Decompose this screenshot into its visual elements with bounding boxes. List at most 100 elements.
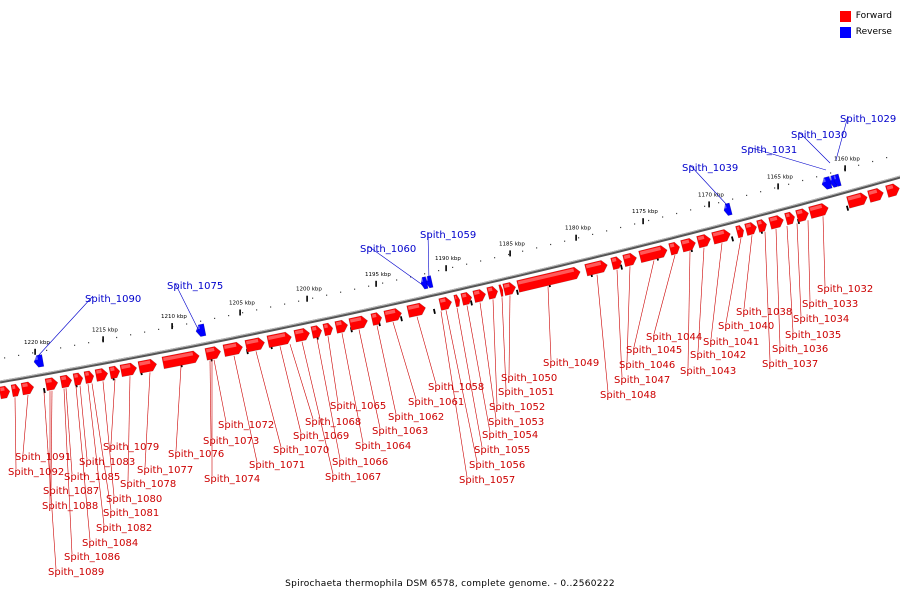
forward-gene bbox=[638, 245, 668, 264]
forward-gene bbox=[72, 372, 84, 386]
legend-forward: Forward bbox=[839, 8, 892, 24]
leader-line bbox=[358, 329, 381, 429]
forward-gene-arrow bbox=[867, 187, 884, 203]
kbp-scale: 1160 kbp 1165 kbp 1170 kbp 1175 kbp 1180 kbp… bbox=[4, 156, 888, 394]
forward-gene-arrow bbox=[383, 308, 402, 323]
scale-dot bbox=[564, 240, 566, 242]
kbp-tick bbox=[509, 250, 511, 257]
forward-gene bbox=[161, 350, 200, 370]
genome-caption: Spirochaeta thermophila DSM 6578, comple… bbox=[285, 579, 615, 589]
forward-gene-label: Spith_1085 bbox=[64, 472, 120, 483]
scale-dot bbox=[60, 347, 62, 349]
gene-shine bbox=[206, 347, 215, 353]
forward-gene-arrow bbox=[293, 328, 310, 343]
forward-gene bbox=[846, 192, 868, 209]
leader-line bbox=[22, 394, 29, 455]
scale-dot bbox=[354, 288, 356, 290]
forward-gene-arrow bbox=[784, 211, 795, 226]
scale-dot bbox=[830, 172, 832, 174]
gene-shine bbox=[22, 383, 28, 388]
forward-gene bbox=[438, 296, 453, 311]
leader-line bbox=[427, 231, 430, 283]
scale-dot bbox=[732, 198, 734, 200]
forward-gene-label: Spith_1034 bbox=[793, 314, 849, 325]
forward-gene-label: Spith_1083 bbox=[79, 457, 135, 468]
forward-gene bbox=[10, 383, 21, 398]
forward-gene bbox=[0, 385, 11, 400]
forward-gene bbox=[784, 211, 795, 226]
forward-gene-label: Spith_1076 bbox=[168, 449, 224, 460]
scale-dot bbox=[690, 209, 692, 211]
kbp-tick bbox=[102, 336, 104, 343]
scale-dot bbox=[872, 160, 874, 163]
gene-shine bbox=[61, 376, 67, 381]
leader-line bbox=[392, 322, 417, 400]
forward-gene-arrow bbox=[310, 325, 323, 339]
forward-gene bbox=[768, 215, 784, 230]
forward-gene-arrow bbox=[735, 225, 745, 239]
leader-line bbox=[743, 235, 753, 310]
forward-gene bbox=[584, 260, 608, 277]
gene-shine bbox=[611, 257, 617, 263]
forward-gene-label: Spith_1053 bbox=[488, 417, 544, 428]
forward-gene bbox=[795, 208, 809, 223]
kbp-tick bbox=[642, 218, 644, 225]
forward-gene bbox=[680, 237, 696, 253]
minor-tick bbox=[516, 289, 519, 295]
scale-dot bbox=[816, 176, 818, 178]
reverse-gene-arrow bbox=[829, 174, 838, 188]
forward-gene-arrow bbox=[696, 234, 711, 249]
forward-gene-label: Spith_1051 bbox=[498, 387, 554, 398]
forward-gene-label: Spith_1050 bbox=[501, 373, 557, 384]
gene-shine bbox=[121, 364, 131, 370]
forward-gene bbox=[44, 377, 59, 391]
scale-dot bbox=[480, 260, 482, 262]
reverse-gene bbox=[821, 176, 833, 190]
scale-dot bbox=[760, 191, 762, 193]
genome-backbone bbox=[0, 175, 900, 384]
forward-gene bbox=[498, 284, 504, 297]
forward-gene-arrow bbox=[668, 241, 680, 256]
gene-shine bbox=[736, 226, 740, 231]
gene-shine bbox=[0, 387, 5, 392]
leader-line bbox=[102, 381, 115, 497]
scale-dot bbox=[648, 219, 650, 222]
gene-shine bbox=[886, 185, 894, 190]
forward-gene-label: Spith_1041 bbox=[703, 337, 759, 348]
forward-gene-label: Spith_1089 bbox=[48, 567, 104, 578]
forward-gene-arrow bbox=[44, 377, 59, 391]
gene-shine bbox=[585, 261, 602, 269]
forward-gene-label: Spith_1080 bbox=[106, 494, 162, 505]
kbp-tick-label: 1170 kbp bbox=[698, 192, 724, 198]
gene-shine bbox=[439, 298, 446, 303]
forward-gene-label: Spith_1036 bbox=[772, 344, 828, 355]
kbp-tick bbox=[708, 201, 710, 208]
gene-shine bbox=[110, 367, 115, 372]
reverse-gene bbox=[833, 173, 842, 187]
forward-gene bbox=[867, 187, 884, 203]
reverse-gene bbox=[33, 354, 45, 368]
gene-shine bbox=[163, 352, 194, 362]
gene-shine bbox=[697, 235, 705, 241]
gene-shine bbox=[139, 360, 151, 366]
scale-dot bbox=[74, 344, 76, 346]
scale-dot bbox=[270, 306, 272, 308]
leader-line bbox=[91, 383, 112, 511]
forward-gene bbox=[453, 294, 461, 308]
forward-gene bbox=[334, 319, 349, 334]
forward-gene-arrow bbox=[744, 222, 757, 236]
forward-gene-arrow bbox=[20, 381, 35, 396]
leader-line bbox=[835, 115, 849, 161]
forward-gene-label: Spith_1071 bbox=[249, 460, 305, 471]
leader-line bbox=[508, 295, 511, 376]
gene-shine bbox=[349, 317, 362, 323]
forward-gene-arrow bbox=[460, 292, 473, 306]
gene-shine bbox=[847, 193, 862, 201]
forward-gene-label: Spith_1042 bbox=[690, 350, 746, 361]
gene-shine bbox=[868, 189, 878, 195]
forward-gene bbox=[383, 308, 402, 323]
forward-gene-label: Spith_1040 bbox=[718, 321, 774, 332]
scale-dot bbox=[242, 312, 244, 314]
scale-dot bbox=[452, 266, 454, 268]
forward-gene-label: Spith_1081 bbox=[103, 508, 159, 519]
